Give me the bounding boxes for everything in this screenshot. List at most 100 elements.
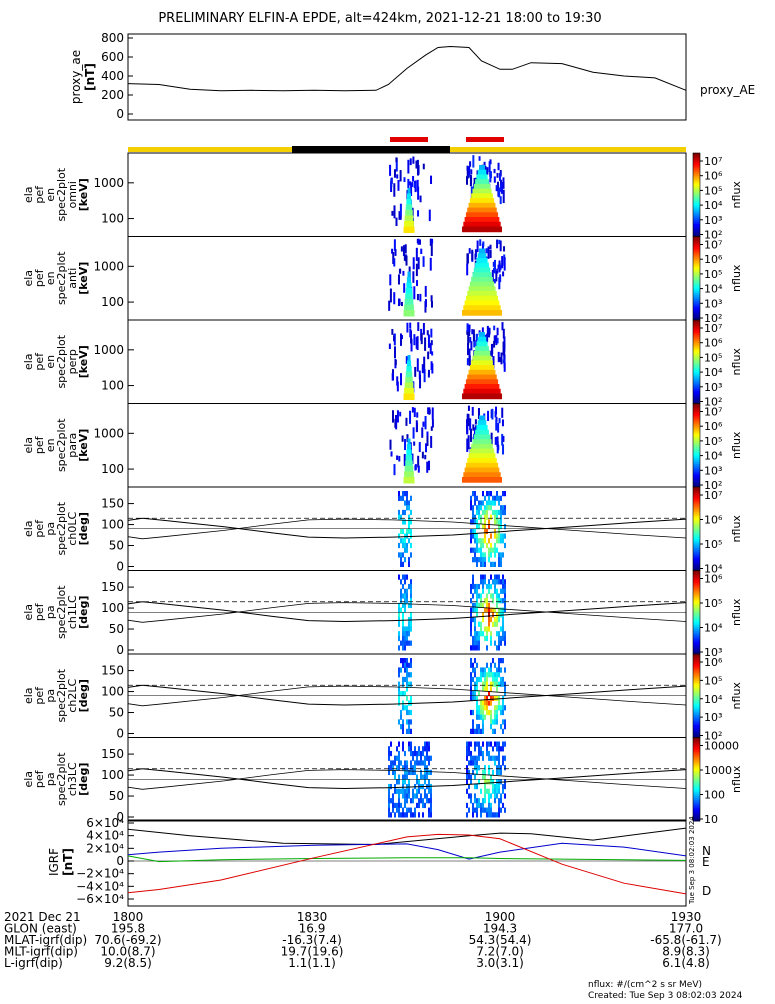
flux-pixel [496,755,498,761]
flux-pixel [406,500,408,506]
flux-pixel [472,528,474,534]
flux-pixel [466,165,469,171]
flux-pixel [484,783,486,790]
flux-pixel [476,602,478,609]
flux-pixel [402,495,404,501]
colorbar-segment [693,322,700,325]
flux-pixel [409,410,412,424]
flux-pixel [470,695,472,701]
flux-pixel [476,547,478,553]
flux-band [472,355,492,362]
flux-pixel [502,579,504,585]
flux-pixel [490,681,492,687]
flux-pixel [474,249,477,257]
flux-pixel [388,746,390,752]
flux-pixel [408,557,410,563]
flux-pixel [402,676,404,683]
flux-pixel [488,161,491,173]
flux-pixel [495,419,498,431]
flux-pixel [484,533,486,539]
flux-pixel [410,593,412,599]
table-cell: 1830 [297,910,328,924]
flux-pixel [406,547,408,553]
flux-band [472,439,492,445]
colorbar-segment [693,449,700,453]
colorbar-segment [693,543,700,546]
flux-pixel [492,509,494,516]
colorbar-label: nflux [730,181,743,209]
colorbar-segment [693,722,700,726]
colorbar-segment [693,697,700,701]
flux-pixel [495,406,498,415]
flux-pixel [488,557,490,563]
flux-band [479,165,485,171]
flux-pixel [430,755,432,761]
flux-pixel [398,542,400,549]
flux-pixel [486,514,488,520]
flux-pixel [490,802,492,809]
flux-pixel [486,645,488,651]
flux-pixel [474,686,476,692]
flux-pixel [398,686,400,692]
flux-pixel [478,505,480,511]
flux-pixel [413,407,416,418]
flux-pixel [410,662,412,668]
flux-pixel [480,709,482,716]
flux-band [404,388,414,395]
flux-pixel [414,465,417,471]
flux-pixel [422,746,424,752]
flux-pixel [500,533,502,539]
flux-pixel [474,607,476,613]
flux-pixel [428,788,430,794]
flux-pixel [498,607,500,613]
flux-pixel [499,264,502,271]
colorbar-segment [693,662,700,665]
flux-pixel [484,574,486,580]
flux-pixel [393,183,396,197]
flux-pixel [398,509,400,516]
flux-pixel [410,552,412,558]
flux-pixel [504,783,506,790]
flux-pixel [486,662,488,668]
flux-pixel [466,802,468,809]
flux-pixel [404,676,406,683]
flux-pixel [496,616,498,623]
flux-pixel [422,802,424,809]
flux-pixel [470,728,472,734]
flux-pixel [416,293,419,301]
colorbar-segment [693,553,700,557]
flux-pixel [494,760,496,766]
flux-pixel [404,547,406,553]
footer-created: Created: Tue Sep 3 08:02:03 2024 [588,991,743,1000]
flux-pixel [408,500,410,506]
flux-pixel [484,765,486,771]
flux-pixel [480,552,482,558]
table-cell: 8.9(8.3) [662,945,710,959]
flux-pixel [490,500,492,506]
flux-pixel [490,779,492,785]
flux-pixel [484,676,486,683]
flux-band [405,377,413,384]
colorbar-tick-label: 10⁴ [704,366,723,379]
flux-pixel [474,672,476,678]
flux-pixel [494,616,496,623]
flux-pixel [496,779,498,785]
colorbar-segment [693,359,700,363]
pa-tick-label: 50 [109,706,124,720]
flux-pixel [490,793,492,799]
flux-pixel [500,538,502,544]
flux-pixel [402,612,404,618]
flux-pixel [414,769,416,776]
loss-cone-line [127,601,687,623]
colorbar-segment [693,693,700,697]
proxy-ae-line [127,45,687,92]
flux-pixel [404,802,406,809]
flux-pixel [412,427,415,439]
flux-pixel [480,672,482,678]
colorbar-segment [693,635,700,638]
igrf-tick-label: 0 [116,854,124,868]
flux-pixel [470,341,473,351]
